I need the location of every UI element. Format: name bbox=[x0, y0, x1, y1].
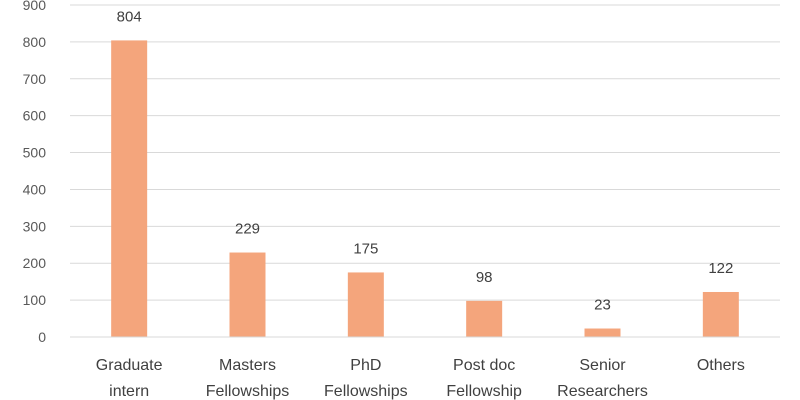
y-tick-label: 200 bbox=[23, 255, 47, 271]
data-label: 175 bbox=[353, 240, 378, 257]
y-tick-label: 800 bbox=[23, 34, 47, 50]
y-tick-label: 0 bbox=[38, 329, 46, 345]
x-tick-label: intern bbox=[109, 383, 149, 400]
bar bbox=[466, 300, 503, 337]
data-label: 122 bbox=[708, 260, 733, 277]
data-label: 229 bbox=[235, 221, 260, 238]
x-tick-label: Fellowships bbox=[324, 383, 408, 400]
bar bbox=[347, 272, 384, 337]
x-tick-label: Fellowship bbox=[446, 383, 522, 400]
x-tick-label: Graduate bbox=[96, 357, 163, 374]
data-label: 98 bbox=[476, 269, 493, 286]
x-tick-label: PhD bbox=[350, 357, 381, 374]
x-axis-category-labels: Graduate intern Masters Fellowships PhD Fello… bbox=[96, 357, 745, 400]
y-tick-label: 100 bbox=[23, 292, 47, 308]
bar bbox=[111, 40, 148, 338]
y-tick-label: 600 bbox=[23, 108, 47, 124]
y-tick-label: 400 bbox=[23, 181, 47, 197]
x-tick-label: Researchers bbox=[557, 383, 648, 400]
bar bbox=[584, 328, 621, 337]
bar bbox=[702, 291, 739, 337]
x-tick-label: Others bbox=[697, 357, 745, 374]
data-label: 23 bbox=[594, 297, 611, 314]
x-tick-label: Senior bbox=[579, 357, 626, 374]
x-tick-label: Fellowships bbox=[206, 383, 290, 400]
x-tick-label: Masters bbox=[219, 357, 276, 374]
bar bbox=[229, 252, 266, 337]
x-tick-label: Post doc bbox=[453, 357, 515, 374]
y-axis-tick-labels: 0 100 200 300 400 500 600 700 800 900 bbox=[23, 0, 47, 345]
data-label: 804 bbox=[117, 8, 142, 25]
data-labels: 804 229 175 98 23 122 bbox=[117, 8, 734, 313]
y-tick-label: 500 bbox=[23, 145, 47, 161]
y-tick-label: 700 bbox=[23, 71, 47, 87]
gridlines bbox=[70, 4, 780, 301]
y-tick-label: 900 bbox=[23, 0, 47, 13]
bars bbox=[111, 40, 739, 338]
y-tick-label: 300 bbox=[23, 218, 47, 234]
